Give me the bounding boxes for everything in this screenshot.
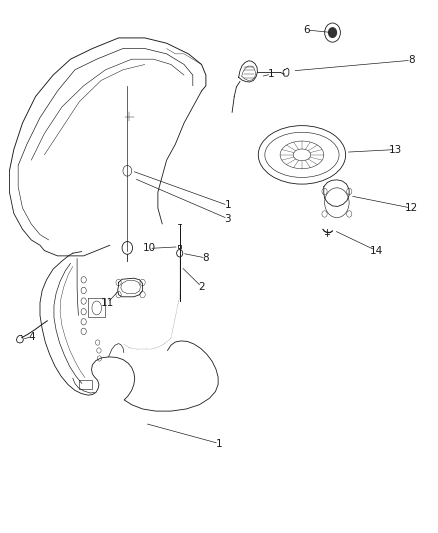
Text: 8: 8 bbox=[408, 55, 414, 65]
Circle shape bbox=[328, 28, 336, 37]
Text: 12: 12 bbox=[404, 203, 418, 213]
Text: 11: 11 bbox=[101, 297, 114, 308]
Text: 13: 13 bbox=[389, 144, 403, 155]
Text: 3: 3 bbox=[224, 214, 231, 224]
Text: 14: 14 bbox=[370, 246, 383, 255]
Text: 4: 4 bbox=[29, 332, 35, 342]
Text: 1: 1 bbox=[268, 69, 275, 79]
Text: 8: 8 bbox=[203, 253, 209, 263]
Text: 1: 1 bbox=[215, 439, 223, 449]
Text: 6: 6 bbox=[303, 25, 310, 35]
Text: 2: 2 bbox=[198, 282, 205, 292]
Text: 1: 1 bbox=[224, 200, 231, 211]
Text: 10: 10 bbox=[143, 244, 155, 253]
